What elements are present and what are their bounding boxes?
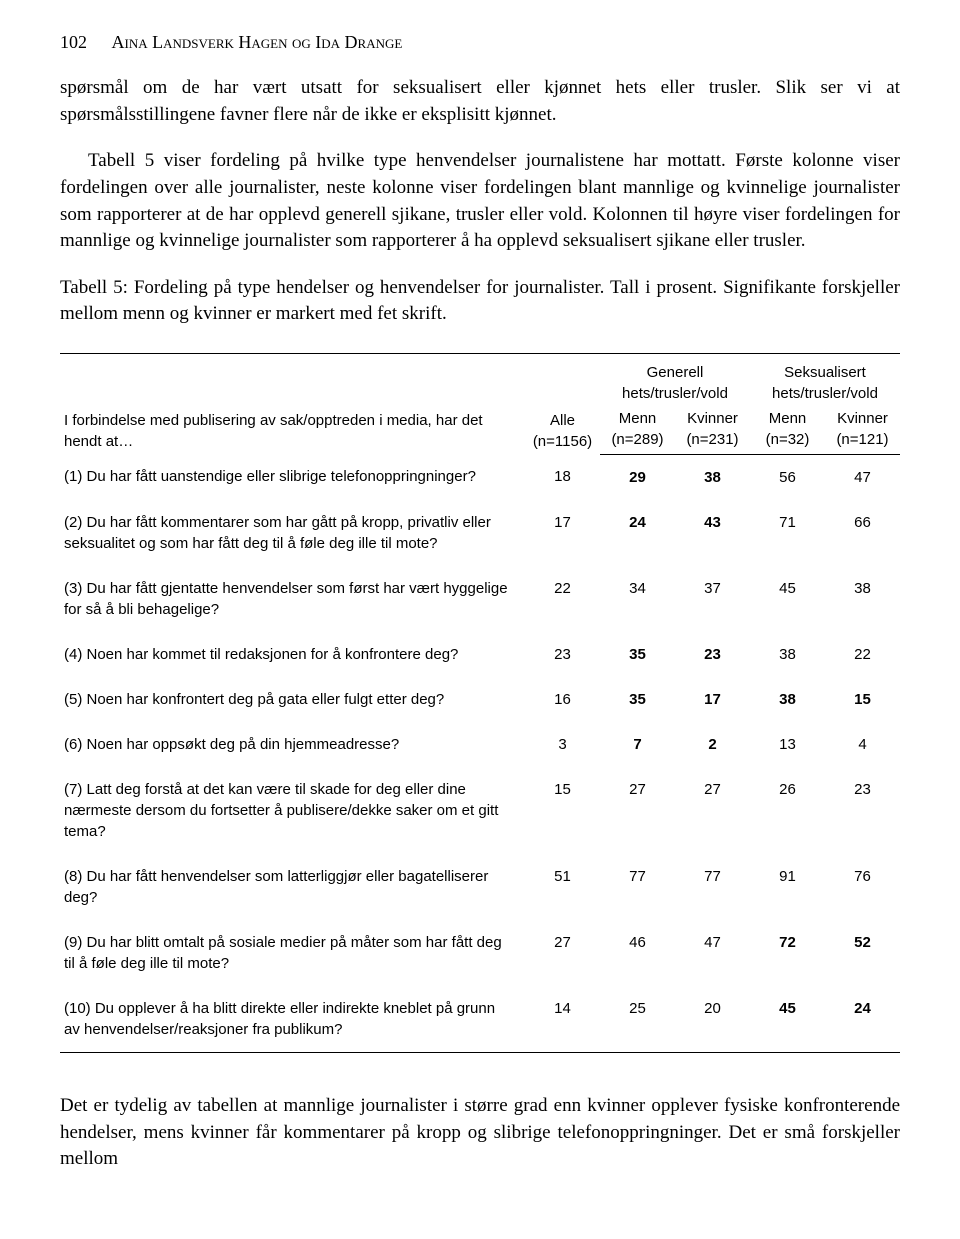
col-kvinner-2: Kvinner bbox=[829, 408, 896, 429]
cell-value: 24 bbox=[600, 500, 675, 566]
cell-value: 56 bbox=[750, 454, 825, 500]
cell-value: 72 bbox=[750, 920, 825, 986]
cell-value: 77 bbox=[675, 854, 750, 920]
cell-value: 91 bbox=[750, 854, 825, 920]
cell-value: 27 bbox=[600, 767, 675, 854]
cell-value: 29 bbox=[600, 454, 675, 500]
cell-value: 34 bbox=[600, 566, 675, 632]
table-row: (7) Latt deg forstå at det kan være til … bbox=[60, 767, 900, 854]
cell-value: 66 bbox=[825, 500, 900, 566]
cell-value: 35 bbox=[600, 677, 675, 722]
paragraph-2: Tabell 5 viser fordeling på hvilke type … bbox=[60, 148, 900, 254]
cell-value: 17 bbox=[525, 500, 600, 566]
cell-value: 38 bbox=[750, 632, 825, 677]
table-row: (5) Noen har konfrontert deg på gata ell… bbox=[60, 677, 900, 722]
row-label: (10) Du opplever å ha blitt direkte elle… bbox=[60, 986, 525, 1053]
page-number: 102 bbox=[60, 32, 87, 52]
cell-value: 71 bbox=[750, 500, 825, 566]
table-row: (4) Noen har kommet til redaksjonen for … bbox=[60, 632, 900, 677]
table-row: (3) Du har fått gjentatte henvendelser s… bbox=[60, 566, 900, 632]
authors: Aina Landsverk Hagen og Ida Drange bbox=[112, 32, 403, 52]
cell-value: 26 bbox=[750, 767, 825, 854]
page-header: 102 Aina Landsverk Hagen og Ida Drange bbox=[60, 30, 900, 55]
cell-value: 15 bbox=[525, 767, 600, 854]
cell-value: 22 bbox=[825, 632, 900, 677]
paragraph-1: spørsmål om de har vært utsatt for seksu… bbox=[60, 75, 900, 128]
cell-value: 43 bbox=[675, 500, 750, 566]
table-row: (6) Noen har oppsøkt deg på din hjemmead… bbox=[60, 722, 900, 767]
group-header-2: Seksualisert hets/trusler/vold bbox=[750, 353, 900, 406]
cell-value: 16 bbox=[525, 677, 600, 722]
col-alle-n: (n=1156) bbox=[529, 431, 596, 452]
cell-value: 13 bbox=[750, 722, 825, 767]
cell-value: 45 bbox=[750, 986, 825, 1053]
cell-value: 3 bbox=[525, 722, 600, 767]
col-menn-1: Menn bbox=[604, 408, 671, 429]
cell-value: 38 bbox=[750, 677, 825, 722]
col-menn-2: Menn bbox=[754, 408, 821, 429]
cell-value: 18 bbox=[525, 454, 600, 500]
cell-value: 45 bbox=[750, 566, 825, 632]
group-header-1: Generell hets/trusler/vold bbox=[600, 353, 750, 406]
cell-value: 76 bbox=[825, 854, 900, 920]
cell-value: 27 bbox=[525, 920, 600, 986]
cell-value: 24 bbox=[825, 986, 900, 1053]
cell-value: 22 bbox=[525, 566, 600, 632]
cell-value: 14 bbox=[525, 986, 600, 1053]
row-label: (5) Noen har konfrontert deg på gata ell… bbox=[60, 677, 525, 722]
col-menn-n1: (n=289) bbox=[604, 429, 671, 450]
cell-value: 20 bbox=[675, 986, 750, 1053]
cell-value: 4 bbox=[825, 722, 900, 767]
cell-value: 52 bbox=[825, 920, 900, 986]
table-row: (8) Du har fått henvendelser som latterl… bbox=[60, 854, 900, 920]
cell-value: 38 bbox=[675, 454, 750, 500]
cell-value: 46 bbox=[600, 920, 675, 986]
table-row: (2) Du har fått kommentarer som har gått… bbox=[60, 500, 900, 566]
col-kvinner-1: Kvinner bbox=[679, 408, 746, 429]
cell-value: 27 bbox=[675, 767, 750, 854]
table-row: (1) Du har fått uanstendige eller slibri… bbox=[60, 454, 900, 500]
row-label: (9) Du har blitt omtalt på sosiale medie… bbox=[60, 920, 525, 986]
cell-value: 51 bbox=[525, 854, 600, 920]
row-label: (7) Latt deg forstå at det kan være til … bbox=[60, 767, 525, 854]
cell-value: 2 bbox=[675, 722, 750, 767]
cell-value: 23 bbox=[675, 632, 750, 677]
cell-value: 23 bbox=[525, 632, 600, 677]
cell-value: 77 bbox=[600, 854, 675, 920]
col-menn-n2: (n=32) bbox=[754, 429, 821, 450]
col-kvinner-n2: (n=121) bbox=[829, 429, 896, 450]
cell-value: 7 bbox=[600, 722, 675, 767]
cell-value: 17 bbox=[675, 677, 750, 722]
cell-value: 23 bbox=[825, 767, 900, 854]
cell-value: 47 bbox=[675, 920, 750, 986]
table-row: (9) Du har blitt omtalt på sosiale medie… bbox=[60, 920, 900, 986]
row-label: (8) Du har fått henvendelser som latterl… bbox=[60, 854, 525, 920]
col-kvinner-n1: (n=231) bbox=[679, 429, 746, 450]
row-label: (4) Noen har kommet til redaksjonen for … bbox=[60, 632, 525, 677]
row-label: (6) Noen har oppsøkt deg på din hjemmead… bbox=[60, 722, 525, 767]
table-caption: Tabell 5: Fordeling på type hendelser og… bbox=[60, 275, 900, 328]
table-row: (10) Du opplever å ha blitt direkte elle… bbox=[60, 986, 900, 1053]
cell-value: 38 bbox=[825, 566, 900, 632]
cell-value: 15 bbox=[825, 677, 900, 722]
footer-paragraph: Det er tydelig av tabellen at mannlige j… bbox=[60, 1093, 900, 1173]
cell-value: 47 bbox=[825, 454, 900, 500]
cell-value: 25 bbox=[600, 986, 675, 1053]
row-label-header: I forbindelse med publisering av sak/opp… bbox=[60, 353, 525, 454]
cell-value: 37 bbox=[675, 566, 750, 632]
data-table: I forbindelse med publisering av sak/opp… bbox=[60, 353, 900, 1053]
row-label: (1) Du har fått uanstendige eller slibri… bbox=[60, 454, 525, 500]
row-label: (2) Du har fått kommentarer som har gått… bbox=[60, 500, 525, 566]
row-label: (3) Du har fått gjentatte henvendelser s… bbox=[60, 566, 525, 632]
col-alle: Alle bbox=[529, 410, 596, 431]
cell-value: 35 bbox=[600, 632, 675, 677]
